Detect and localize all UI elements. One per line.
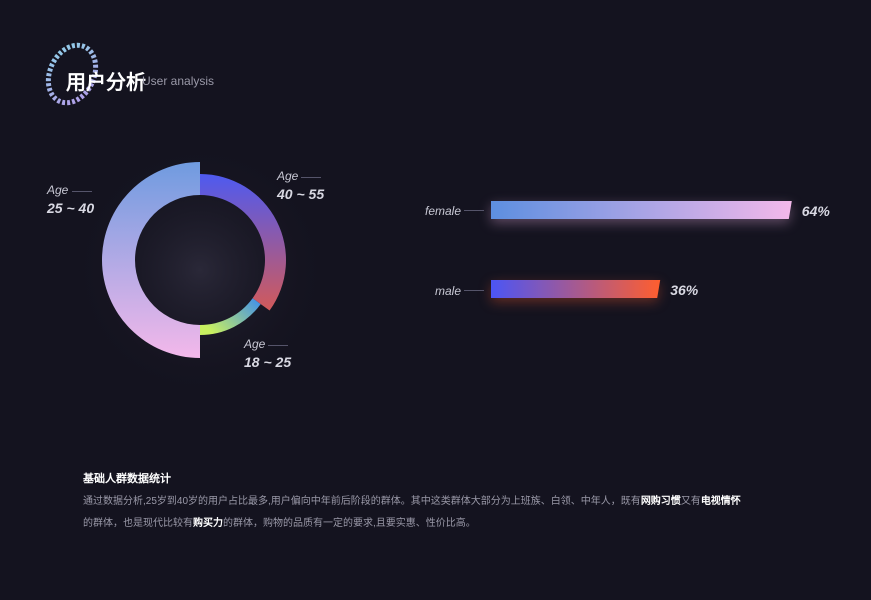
- donut-slice: [102, 162, 200, 358]
- description-title: 基础人群数据统计: [83, 473, 171, 485]
- label-range-25-40: 25 ~ 40: [47, 200, 95, 216]
- bar-label-female: female: [425, 204, 462, 218]
- leader-line: [464, 290, 484, 291]
- text: 的群体，也是现代比较有: [83, 518, 193, 529]
- label-age-prefix: Age: [47, 183, 69, 197]
- bar-label-male: male: [435, 284, 462, 298]
- leader-line: [301, 177, 321, 178]
- highlight: 购买力: [193, 518, 223, 529]
- page-title: 用户分析: [66, 72, 146, 94]
- bar: [491, 280, 661, 298]
- text: 又有: [680, 496, 701, 507]
- bar-value-female: 64%: [801, 203, 830, 219]
- text: 通过数据分析,25岁到40岁的用户占比最多,用户偏向中年前后阶段的群体。其中这类…: [83, 496, 641, 507]
- label-age-prefix: Age: [277, 169, 299, 183]
- donut-slice: [200, 174, 286, 311]
- leader-line: [72, 191, 92, 192]
- bar: [491, 201, 792, 219]
- highlight: 网购习惯: [640, 496, 681, 507]
- page-subtitle: User analysis: [142, 74, 215, 88]
- text: 的群体，购物的品质有一定的要求,且要实惠、性价比高。: [223, 518, 476, 529]
- leader-line: [464, 210, 484, 211]
- label-range-18-25: 18 ~ 25: [244, 354, 292, 370]
- leader-line: [268, 345, 288, 346]
- highlight: 电视情怀: [700, 496, 741, 507]
- label-range-40-55: 40 ~ 55: [277, 186, 325, 202]
- label-age-prefix: Age: [244, 337, 266, 351]
- description-line-1: 通过数据分析,25岁到40岁的用户占比最多,用户偏向中年前后阶段的群体。其中这类…: [83, 492, 741, 507]
- description-line-2: 的群体，也是现代比较有购买力的群体，购物的品质有一定的要求,且要实惠、性价比高。: [83, 514, 476, 529]
- bar-value-male: 36%: [670, 282, 699, 298]
- donut-slice: [200, 298, 261, 335]
- logo: [45, 42, 99, 106]
